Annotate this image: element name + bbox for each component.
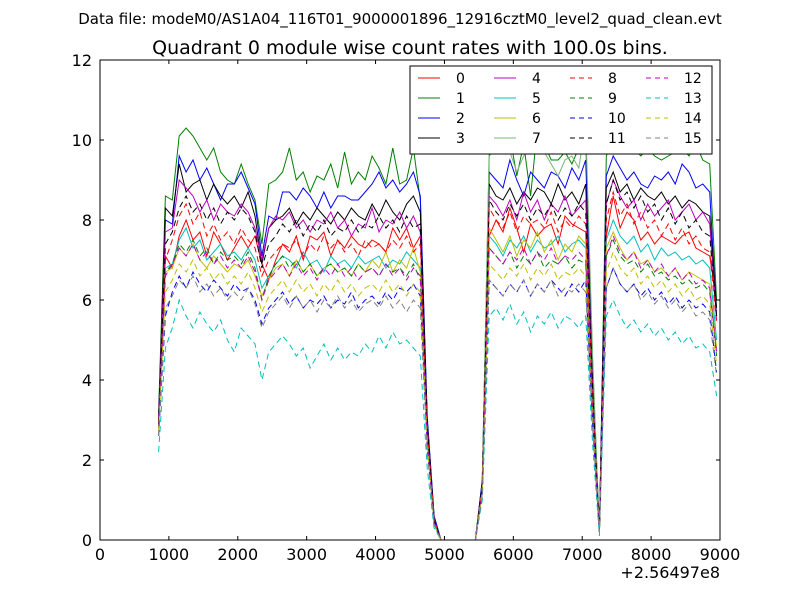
legend-label-4: 4 [532,71,541,87]
x-tick-label-0: 0 [95,545,105,564]
legend-label-10: 10 [608,111,626,127]
legend-label-9: 9 [608,91,617,107]
x-tick-label-1000: 1000 [149,545,190,564]
x-tick-label-5000: 5000 [424,545,465,564]
legend-label-7: 7 [532,131,541,147]
legend-label-2: 2 [456,111,465,127]
y-tick-label-12: 12 [72,51,92,70]
y-tick-label-2: 2 [82,451,92,470]
chart-title: Quadrant 0 module wise count rates with … [152,37,668,59]
series-line-14 [158,250,718,541]
series-line-11 [158,178,718,541]
series-line-8 [158,190,718,541]
x-offset-label: +2.56497e8 [620,563,720,582]
series-line-15 [158,266,718,541]
legend-label-0: 0 [456,71,465,87]
x-tick-label-3000: 3000 [286,545,327,564]
series-line-2 [158,154,718,541]
series-line-7 [481,123,600,533]
series-line-3 [158,163,718,541]
legend-label-6: 6 [532,111,541,127]
series-line-6 [158,226,718,541]
legend-label-5: 5 [532,91,541,107]
series-line-12 [158,234,718,541]
y-tick-label-10: 10 [72,131,92,150]
data-file-suptitle: Data file: modeM0/AS1A04_116T01_90000018… [78,10,722,29]
series-line-13 [158,298,718,541]
y-tick-label-0: 0 [82,531,92,550]
legend-label-15: 15 [684,131,702,147]
x-tick-label-8000: 8000 [631,545,672,564]
legend-label-11: 11 [608,131,626,147]
x-tick-label-9000: 9000 [700,545,741,564]
y-tick-label-8: 8 [82,211,92,230]
series-line-4 [158,178,718,541]
x-tick-label-2000: 2000 [217,545,258,564]
plot-lines [158,123,718,541]
series-line-0 [158,195,718,541]
series-line-1 [158,126,718,541]
legend-frame [409,65,713,155]
legend-label-12: 12 [684,71,702,87]
legend-label-1: 1 [456,91,465,107]
legend-label-13: 13 [684,91,702,107]
series-line-5 [158,218,718,541]
x-tick-label-4000: 4000 [355,545,396,564]
series-line-10 [158,266,718,541]
x-tick-label-7000: 7000 [562,545,603,564]
legend-label-3: 3 [456,131,465,147]
x-tick-label-6000: 6000 [493,545,534,564]
y-tick-label-6: 6 [82,291,92,310]
y-tick-label-4: 4 [82,371,92,390]
legend-label-8: 8 [608,71,617,87]
x-axis: 0 1000 2000 3000 4000 5000 6000 7000 8000 9000 [95,60,740,564]
legend-label-14: 14 [684,111,702,127]
